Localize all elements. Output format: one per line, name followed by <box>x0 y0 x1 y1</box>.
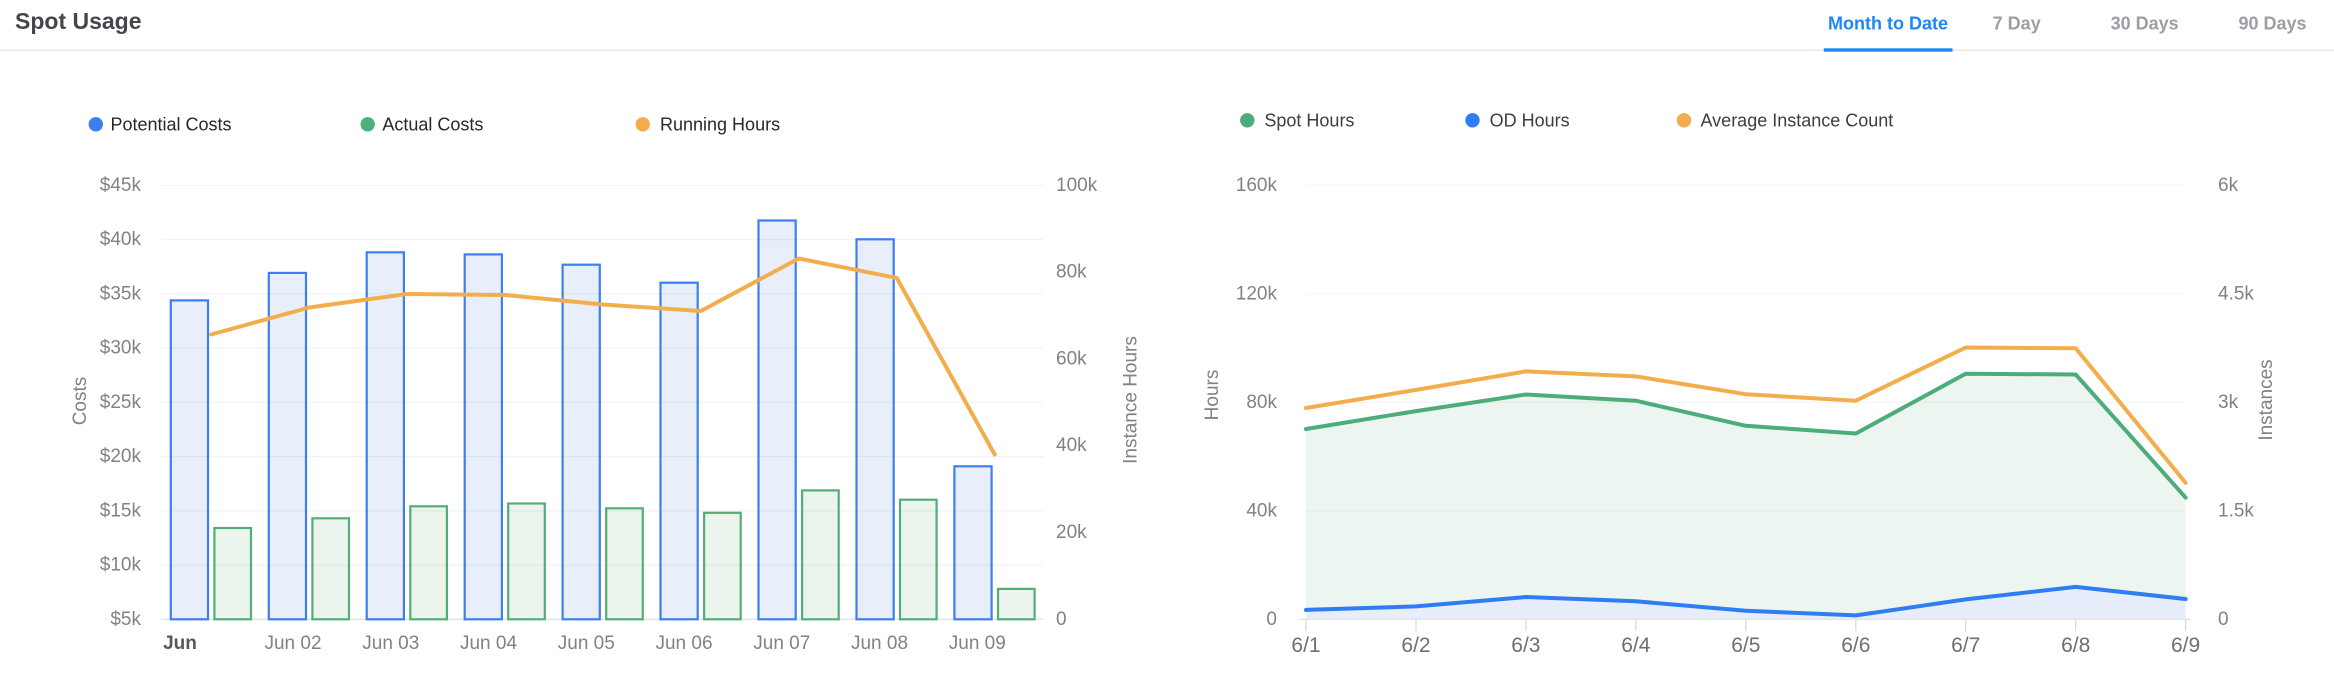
svg-text:40k: 40k <box>1246 500 1277 521</box>
svg-text:Costs: Costs <box>70 377 91 426</box>
svg-text:$25k: $25k <box>100 392 142 413</box>
svg-text:Instances: Instances <box>2256 359 2277 440</box>
svg-text:Average Instance Count: Average Instance Count <box>1701 110 1894 130</box>
svg-text:Jun 06: Jun 06 <box>655 633 712 654</box>
svg-text:Spot Hours: Spot Hours <box>1264 110 1354 130</box>
svg-text:OD Hours: OD Hours <box>1490 110 1570 130</box>
svg-text:Month to Date: Month to Date <box>1828 14 1948 34</box>
svg-text:Jun 08: Jun 08 <box>851 633 908 654</box>
svg-text:$35k: $35k <box>100 283 142 304</box>
svg-text:120k: 120k <box>1236 283 1278 304</box>
svg-text:6/9: 6/9 <box>2171 634 2200 657</box>
svg-text:6/5: 6/5 <box>1731 634 1760 657</box>
svg-text:6/7: 6/7 <box>1951 634 1980 657</box>
svg-text:0: 0 <box>1266 609 1277 630</box>
svg-text:4.5k: 4.5k <box>2218 283 2254 304</box>
svg-text:Jun 07: Jun 07 <box>753 633 810 654</box>
svg-text:1.5k: 1.5k <box>2218 500 2254 521</box>
svg-text:Spot Usage: Spot Usage <box>15 8 142 34</box>
svg-text:20k: 20k <box>1056 522 1087 543</box>
svg-text:80k: 80k <box>1056 262 1087 283</box>
svg-text:3k: 3k <box>2218 392 2239 413</box>
svg-text:80k: 80k <box>1246 392 1277 413</box>
svg-text:Hours: Hours <box>1202 370 1223 421</box>
svg-text:$5k: $5k <box>110 609 141 630</box>
svg-text:Potential Costs: Potential Costs <box>111 114 232 134</box>
svg-text:6/4: 6/4 <box>1621 634 1651 657</box>
svg-text:Jun 04: Jun 04 <box>460 633 517 654</box>
svg-text:$30k: $30k <box>100 338 142 359</box>
svg-text:6/3: 6/3 <box>1511 634 1540 657</box>
svg-text:$15k: $15k <box>100 500 142 521</box>
svg-text:100k: 100k <box>1056 175 1098 196</box>
svg-text:$20k: $20k <box>100 446 142 467</box>
svg-text:6/2: 6/2 <box>1401 634 1430 657</box>
svg-text:6k: 6k <box>2218 175 2239 196</box>
svg-text:60k: 60k <box>1056 348 1087 369</box>
svg-text:Jun 03: Jun 03 <box>362 633 419 654</box>
svg-text:40k: 40k <box>1056 435 1087 456</box>
svg-text:Instance Hours: Instance Hours <box>1121 336 1142 464</box>
svg-text:Jun 05: Jun 05 <box>558 633 615 654</box>
svg-text:90 Days: 90 Days <box>2238 14 2306 34</box>
svg-text:Actual Costs: Actual Costs <box>382 114 483 134</box>
svg-text:$45k: $45k <box>100 175 142 196</box>
svg-text:0: 0 <box>2218 609 2229 630</box>
svg-text:Running Hours: Running Hours <box>660 114 780 134</box>
svg-text:160k: 160k <box>1236 175 1278 196</box>
svg-text:$40k: $40k <box>100 229 142 250</box>
svg-text:7 Day: 7 Day <box>1993 14 2041 34</box>
svg-text:$10k: $10k <box>100 555 142 576</box>
svg-text:6/1: 6/1 <box>1291 634 1320 657</box>
svg-text:Jun 09: Jun 09 <box>949 633 1006 654</box>
svg-text:Jun 02: Jun 02 <box>264 633 321 654</box>
svg-text:6/6: 6/6 <box>1841 634 1870 657</box>
svg-text:Jun: Jun <box>163 633 197 654</box>
svg-text:0: 0 <box>1056 609 1067 630</box>
svg-text:30 Days: 30 Days <box>2111 14 2179 34</box>
svg-text:6/8: 6/8 <box>2061 634 2090 657</box>
